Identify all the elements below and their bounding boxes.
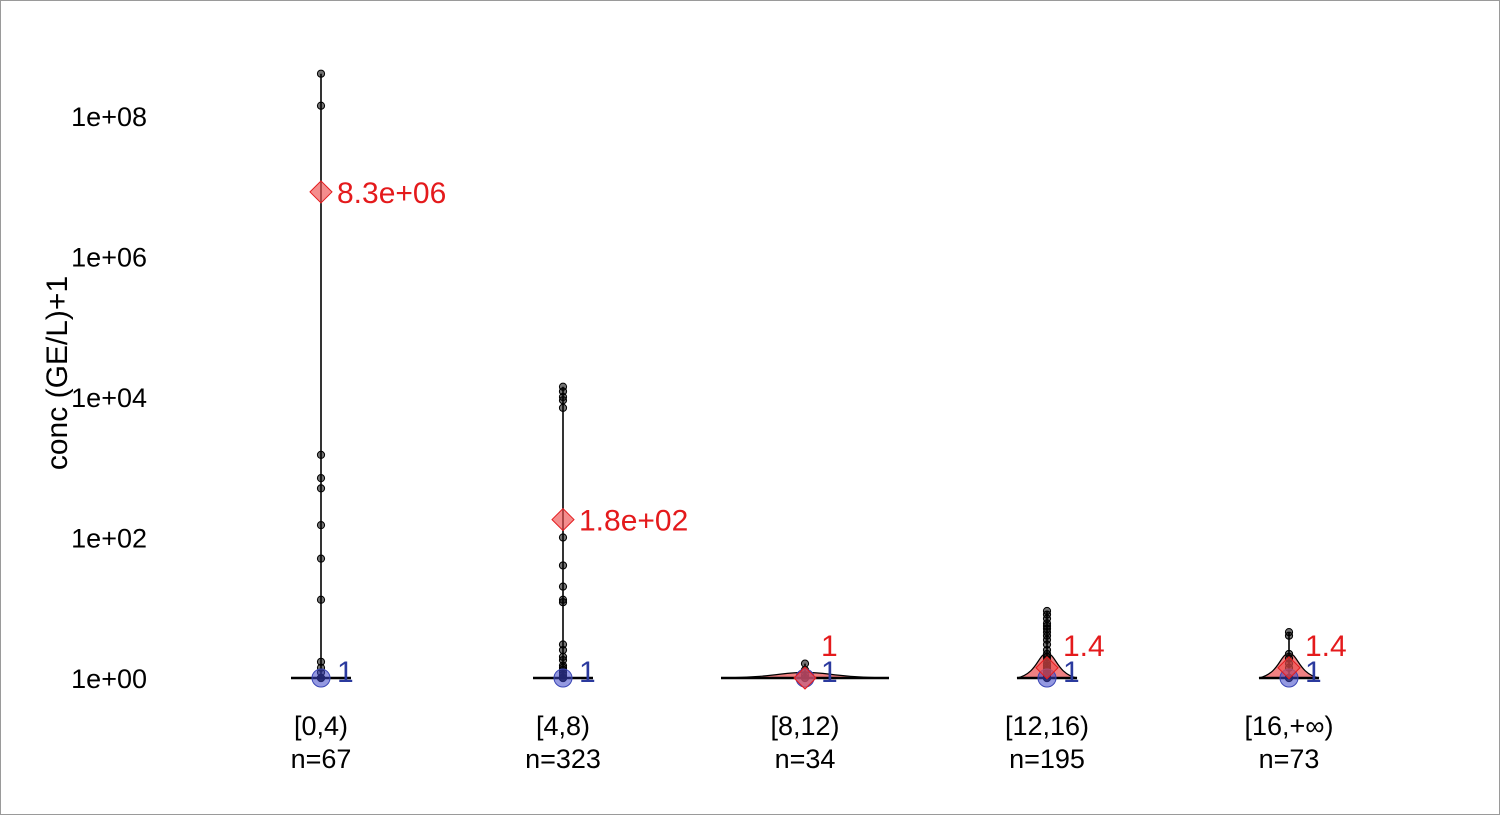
mean-label: 8.3e+06 (337, 177, 446, 210)
data-point (316, 484, 326, 493)
category-count-label: n=73 (1259, 744, 1320, 774)
data-point (558, 582, 568, 591)
median-label: 1 (579, 656, 596, 689)
category-label: [12,16) (1005, 711, 1089, 741)
y-tick-label: 1e+06 (71, 243, 147, 273)
category-group: 11.4 (1258, 628, 1347, 689)
mean-marker (309, 180, 333, 204)
category-count-label: n=195 (1009, 744, 1085, 774)
median-label: 1 (337, 656, 354, 689)
category-group: 1 8.3e+06 (291, 69, 446, 689)
data-point (316, 474, 326, 483)
category-group: 1 1.8e+02 (533, 382, 688, 689)
category-count-label: n=323 (525, 744, 601, 774)
mean-label: 1 (821, 630, 838, 663)
y-tick-label: 1e+00 (71, 664, 147, 694)
x-category-labels: [0,4)n=67 [4,8)n=323 [8,12)n=34 [12,16)n=19… (291, 711, 1334, 774)
category-label: [8,12) (770, 711, 839, 741)
median-label: 1 (1063, 656, 1080, 689)
data-point (316, 595, 326, 604)
category-label: [16,+∞) (1244, 711, 1333, 741)
median-marker (553, 668, 573, 688)
mean-marker (793, 666, 817, 690)
data-point (558, 598, 568, 607)
mean-label: 1.4 (1063, 630, 1105, 663)
median-label: 1 (1305, 656, 1322, 689)
y-tick-label: 1e+04 (71, 383, 147, 413)
mean-marker (1277, 656, 1301, 680)
data-point (316, 69, 326, 78)
data-point (558, 403, 568, 412)
data-point (558, 533, 568, 542)
category-count-label: n=34 (775, 744, 836, 774)
data-point (316, 101, 326, 110)
data-point (558, 645, 568, 655)
y-tick-label: 1e+08 (71, 102, 147, 132)
y-tick-label: 1e+02 (71, 524, 147, 554)
mean-label: 1.8e+02 (579, 505, 688, 538)
category-count-label: n=67 (291, 744, 352, 774)
data-point (316, 521, 326, 530)
mean-marker (551, 507, 575, 532)
median-label: 1 (821, 656, 838, 689)
category-label: [4,8) (536, 711, 590, 741)
y-axis-label: conc (GE/L)+1 (41, 276, 74, 470)
median-marker (311, 668, 331, 688)
category-group: 11.4 (1016, 606, 1105, 689)
category-label: [0,4) (294, 711, 348, 741)
y-tick-labels: 1e+00 1e+02 1e+04 1e+06 1e+08 (71, 102, 147, 694)
mean-marker (1035, 656, 1059, 680)
mean-label: 1.4 (1305, 630, 1347, 663)
category-group: 11 (720, 630, 890, 690)
data-point (316, 450, 326, 459)
data-point (558, 396, 568, 405)
data-point (1284, 631, 1294, 640)
data-point (316, 554, 326, 563)
data-point (558, 561, 568, 570)
